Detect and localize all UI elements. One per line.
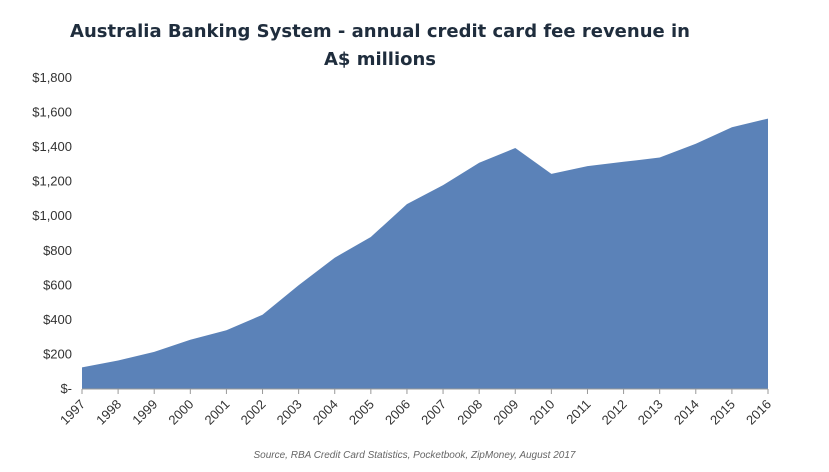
x-tick-label: 2009 <box>490 397 521 428</box>
x-tick-label: 2004 <box>310 397 341 428</box>
chart-title: Australia Banking System - annual credit… <box>70 21 690 70</box>
y-tick-label: $1,400 <box>32 139 72 154</box>
x-tick-label: 1997 <box>57 397 88 428</box>
x-tick-label: 2012 <box>599 397 630 428</box>
x-tick-label: 1998 <box>93 397 124 428</box>
x-tick-label: 2005 <box>346 397 377 428</box>
y-tick-label: $1,000 <box>32 208 72 223</box>
x-tick-label: 2002 <box>238 397 269 428</box>
y-tick-label: $- <box>60 381 72 396</box>
x-tick-label: 2006 <box>382 397 413 428</box>
x-tick-label: 2015 <box>707 397 738 428</box>
y-tick-label: $1,800 <box>32 70 72 85</box>
x-tick-label: 2016 <box>743 397 774 428</box>
x-tick-label: 2011 <box>563 397 593 427</box>
x-tick-label: 2010 <box>526 397 557 428</box>
x-tick-label: 2003 <box>274 397 305 428</box>
x-axis-ticks: 1997 1998 1999 2000 2001 2002 2003 2004 2005 2006… <box>57 389 774 428</box>
y-tick-label: $400 <box>43 312 72 327</box>
x-tick-label: 2001 <box>201 397 232 428</box>
y-axis-ticks: $- $200 $400 $600 $800 $1,000 $1,200 $1,400 $1,6… <box>32 70 72 396</box>
x-tick-label: 2014 <box>671 397 702 428</box>
y-tick-label: $800 <box>43 243 72 258</box>
x-tick-label: 2000 <box>165 397 196 428</box>
y-tick-label: $1,600 <box>32 105 72 120</box>
x-tick-label: 2008 <box>454 397 485 428</box>
x-tick-label: 1999 <box>129 397 160 428</box>
plot-area <box>82 118 768 390</box>
y-tick-label: $200 <box>43 346 72 361</box>
x-tick-label: 2013 <box>635 397 666 428</box>
x-tick-label: 2007 <box>418 397 449 428</box>
source-note: Source, RBA Credit Card Statistics, Pock… <box>253 450 576 461</box>
y-tick-label: $1,200 <box>32 174 72 189</box>
y-tick-label: $600 <box>43 277 72 292</box>
revenue-area <box>82 118 768 389</box>
